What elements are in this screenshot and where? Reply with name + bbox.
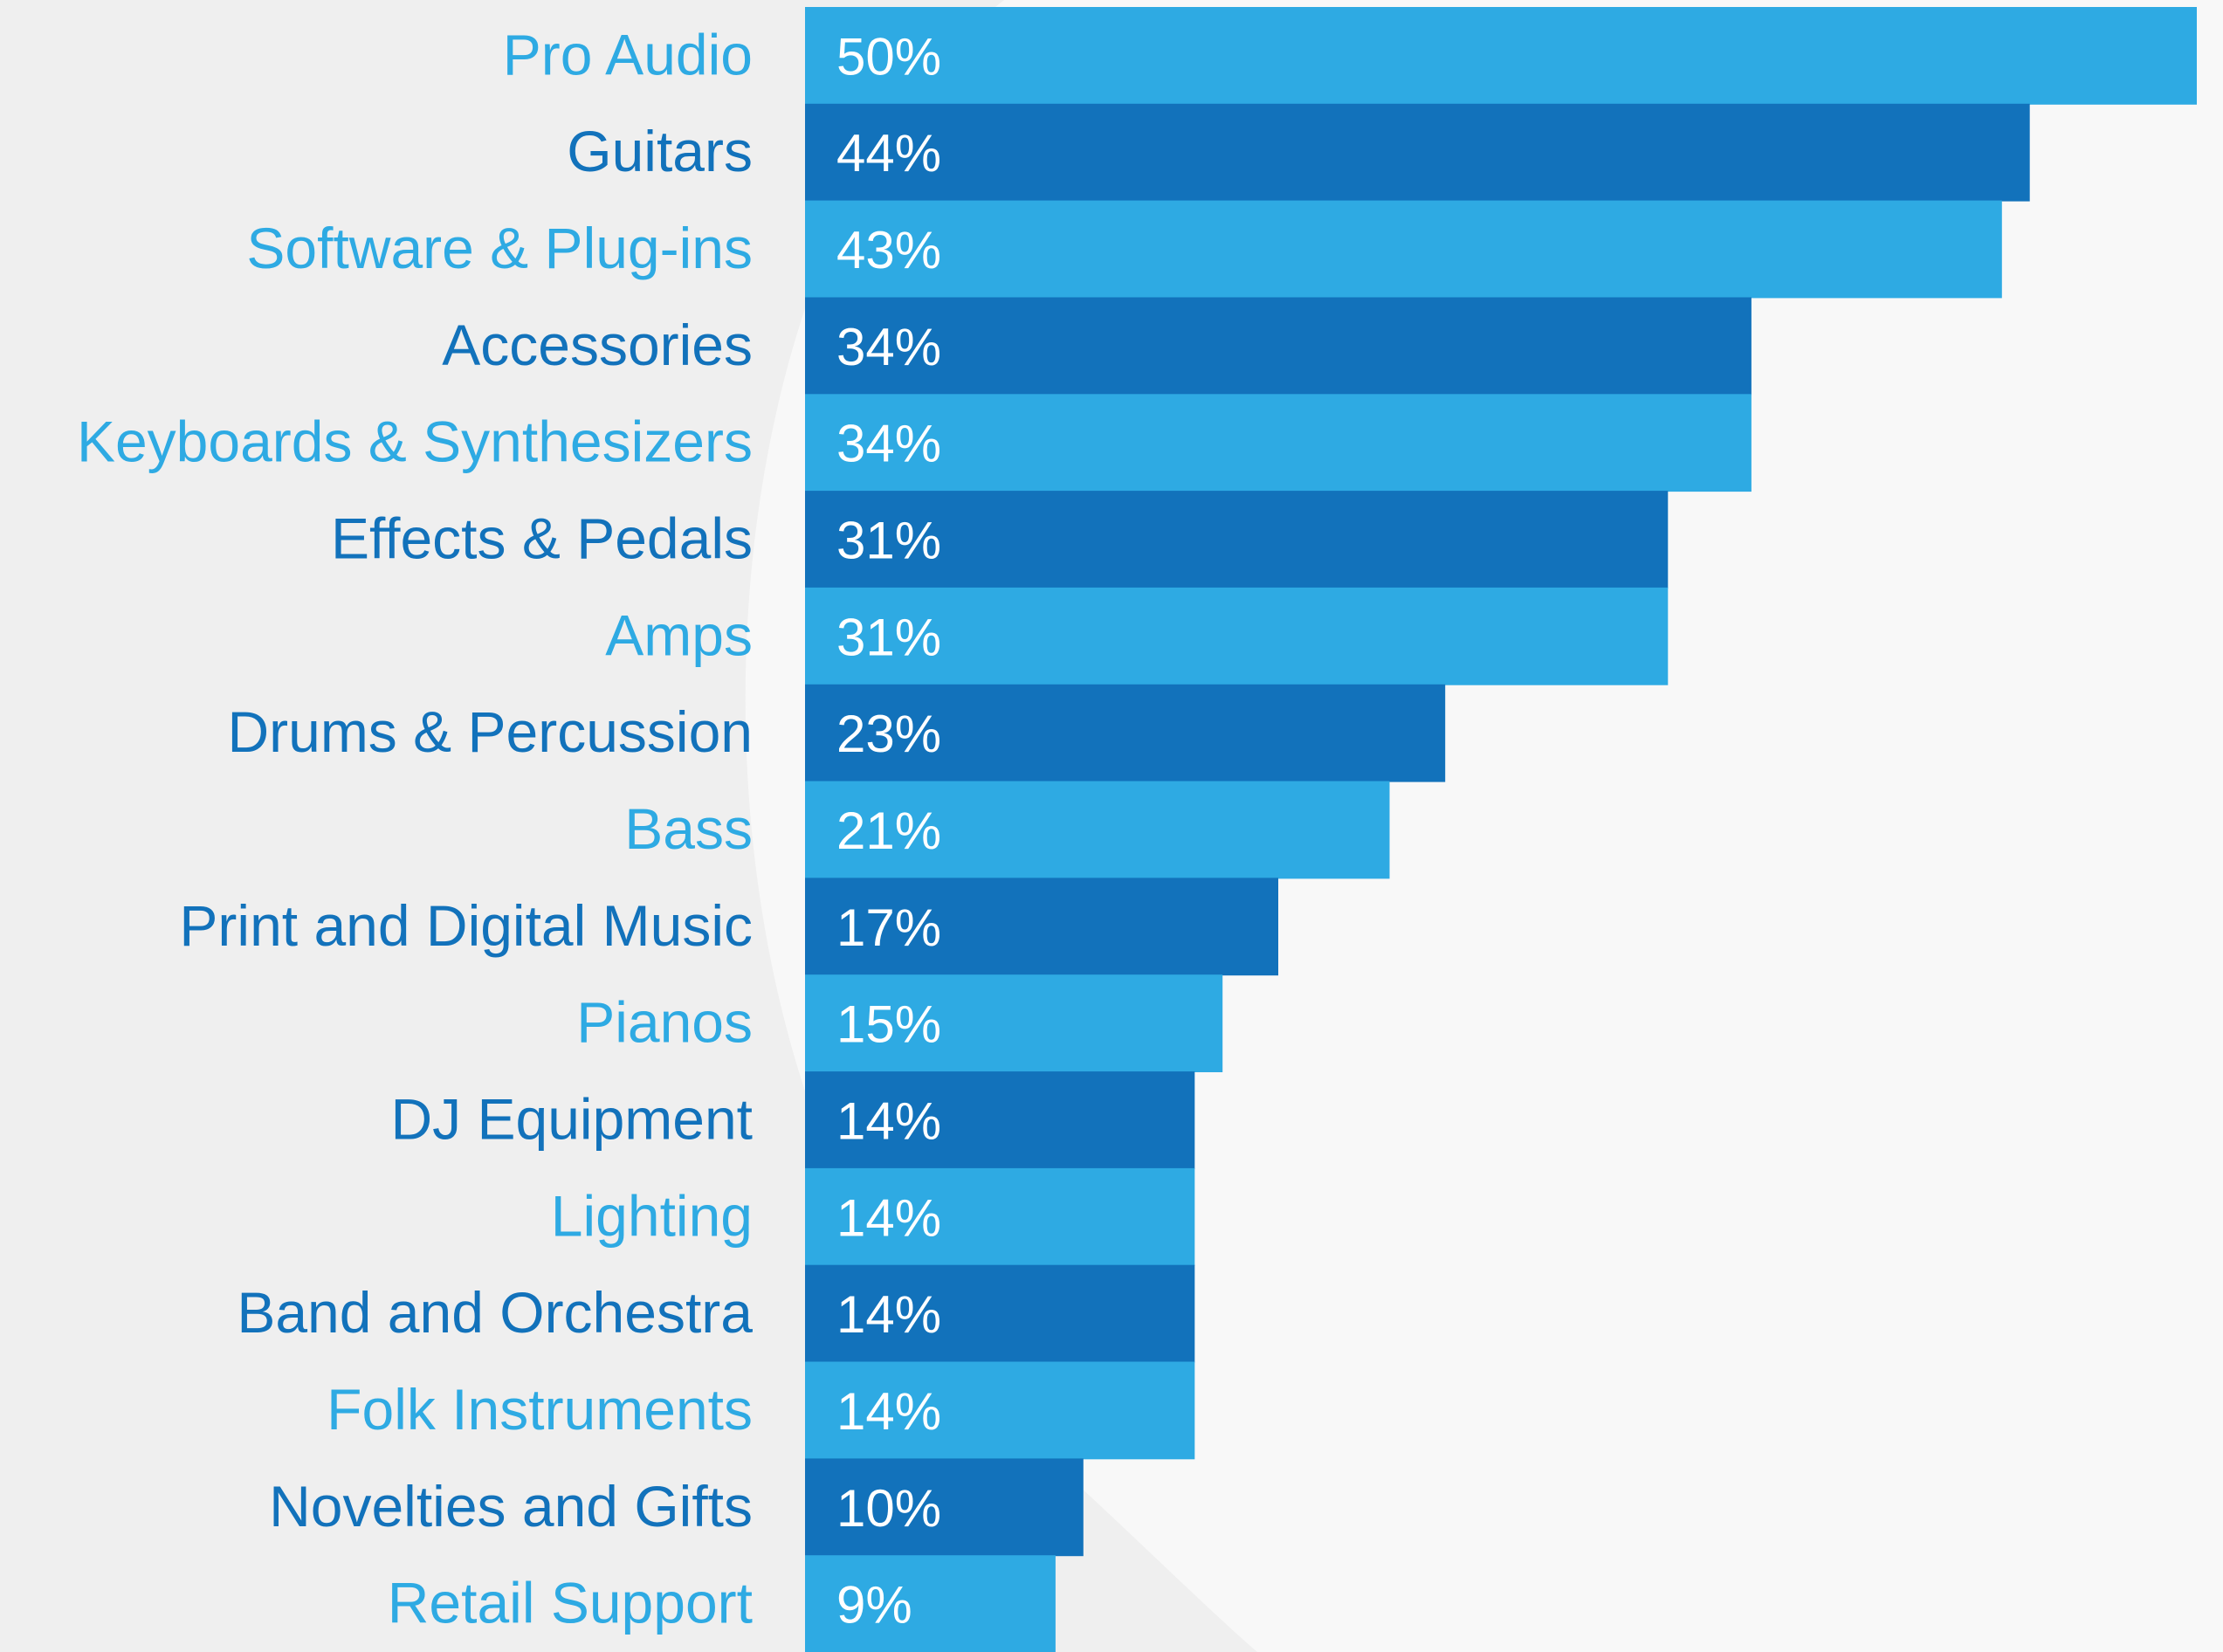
- value-label-retail-support: 9%: [836, 1576, 912, 1635]
- category-label-accessories: Accessories: [442, 313, 753, 377]
- value-label-effects-and-pedals: 31%: [836, 512, 941, 570]
- value-label-drums-and-percussion: 23%: [836, 705, 941, 763]
- bar-retail-support: [805, 1555, 1056, 1652]
- category-label-print-and-digital-music: Print and Digital Music: [179, 893, 753, 958]
- bar-guitars: [805, 103, 2030, 202]
- bar-lighting: [805, 1167, 1195, 1266]
- bar-bass: [805, 781, 1390, 879]
- value-label-folk-instruments: 14%: [836, 1382, 941, 1441]
- value-label-bass: 21%: [836, 802, 941, 860]
- value-label-accessories: 34%: [836, 318, 941, 376]
- value-label-pianos: 15%: [836, 995, 941, 1054]
- category-label-software-and-plug-ins: Software & Plug-ins: [246, 216, 753, 280]
- value-label-software-and-plug-ins: 43%: [836, 221, 941, 279]
- value-label-print-and-digital-music: 17%: [836, 898, 941, 957]
- category-label-novelties-and-gifts: Novelties and Gifts: [269, 1474, 753, 1538]
- value-label-keyboards-and-synthesizers: 34%: [836, 415, 941, 473]
- bar-software-and-plug-ins: [805, 200, 2002, 299]
- category-label-bass: Bass: [624, 796, 753, 861]
- bar-novelties-and-gifts: [805, 1458, 1084, 1557]
- category-label-keyboards-and-synthesizers: Keyboards & Synthesizers: [77, 410, 753, 474]
- value-label-dj-equipment: 14%: [836, 1092, 941, 1151]
- category-label-folk-instruments: Folk Instruments: [327, 1377, 753, 1442]
- value-label-novelties-and-gifts: 10%: [836, 1479, 941, 1538]
- bar-pianos: [805, 974, 1223, 1072]
- category-label-band-and-orchestra: Band and Orchestra: [237, 1280, 753, 1345]
- category-label-amps: Amps: [605, 602, 753, 667]
- value-label-amps: 31%: [836, 608, 941, 666]
- category-label-dj-equipment: DJ Equipment: [390, 1087, 753, 1152]
- bars-layer: [805, 7, 2197, 1652]
- category-label-guitars: Guitars: [567, 119, 753, 183]
- bar-effects-and-pedals: [805, 491, 1669, 589]
- bar-accessories: [805, 297, 1752, 396]
- value-label-guitars: 44%: [836, 124, 941, 182]
- bar-pro-audio: [805, 7, 2197, 105]
- category-label-lighting: Lighting: [551, 1183, 753, 1248]
- value-labels-layer: 50% 44% 43% 34% 34% 31% 31% 23% 21% 17% 15% 14% 14% 1…: [836, 27, 941, 1634]
- category-label-effects-and-pedals: Effects & Pedals: [331, 506, 753, 571]
- bar-print-and-digital-music: [805, 878, 1278, 976]
- bar-keyboards-and-synthesizers: [805, 394, 1752, 492]
- bar-amps: [805, 587, 1669, 685]
- bar-drums-and-percussion: [805, 684, 1446, 782]
- category-label-pianos: Pianos: [576, 990, 753, 1055]
- category-label-pro-audio: Pro Audio: [503, 22, 753, 86]
- value-label-pro-audio: 50%: [836, 27, 941, 86]
- category-label-retail-support: Retail Support: [388, 1571, 753, 1635]
- category-labels-layer: Pro Audio Guitars Software & Plug-ins Acces…: [77, 22, 753, 1635]
- bar-dj-equipment: [805, 1071, 1195, 1169]
- value-label-lighting: 14%: [836, 1188, 941, 1247]
- bar-band-and-orchestra: [805, 1264, 1195, 1363]
- value-label-band-and-orchestra: 14%: [836, 1285, 941, 1344]
- category-label-drums-and-percussion: Drums & Percussion: [227, 699, 753, 764]
- bar-folk-instruments: [805, 1361, 1195, 1460]
